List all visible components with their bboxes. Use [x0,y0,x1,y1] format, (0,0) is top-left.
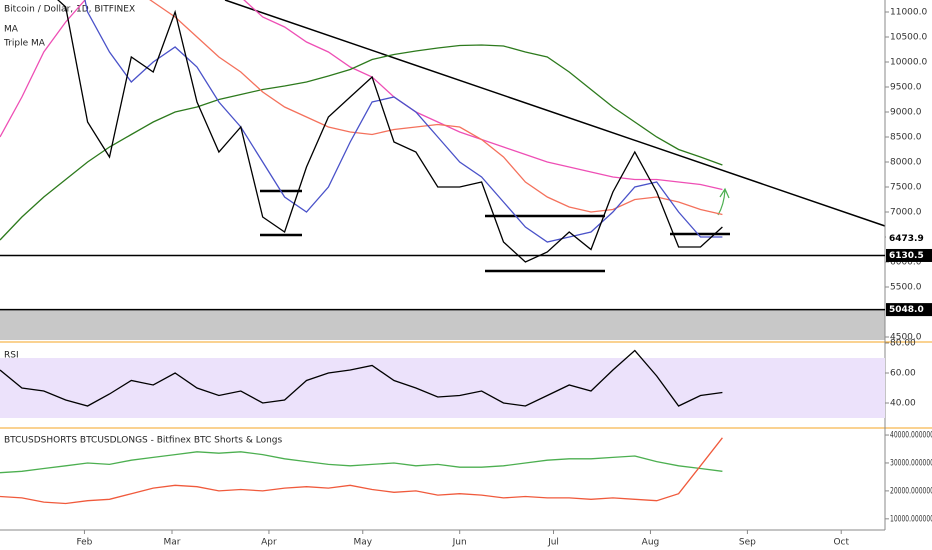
series-line [0,451,723,474]
series-line [0,44,723,241]
y-tick-label: 4500.0 [890,333,922,343]
chart-title: Bitcoin / Dollar, 1D, BITFINEX [4,5,135,15]
series-line [149,0,723,216]
y-tick-label: 60.00 [890,369,916,379]
y-tick-label: 40000.000000 [890,431,932,441]
y-tick-label: 20000.000000 [890,486,932,496]
y-tick-label: 5500.0 [890,283,922,293]
y-tick-label: 9000.0 [890,108,922,118]
y-tick-label: 80.00 [890,339,916,349]
level-label: 6473.9 [889,234,924,244]
x-tick-label: Oct [833,538,849,548]
y-tick-label: 7000.0 [890,208,922,218]
band [0,358,885,418]
y-tick-label: 11000.0 [890,8,927,18]
panel-title: RSI [4,351,19,361]
arrow [717,187,730,216]
y-tick-label: 7500.0 [890,183,922,193]
y-tick-label: 9500.0 [890,83,922,93]
series-line [84,0,723,243]
indicator-label: Triple MA [3,39,46,49]
level-box [886,248,932,262]
x-tick-label: Feb [76,538,92,548]
x-tick-label: Jun [452,538,467,548]
level-label: 6130.5 [889,251,924,261]
level-box [886,231,932,245]
series-line [0,437,723,505]
indicator-label: MA [4,25,19,35]
y-tick-label: 10000.0 [890,58,927,68]
x-tick-label: Apr [261,538,277,548]
y-tick-label: 10500.0 [890,33,927,43]
x-tick-label: Mar [164,538,181,548]
y-tick-label: 8500.0 [890,133,922,143]
y-tick-label: 6000.0 [890,258,922,268]
x-tick-label: Sep [739,538,756,548]
trendline [224,0,886,227]
series-line [0,0,723,191]
y-tick-label: 30000.000000 [890,458,932,468]
y-tick-label: 10000.000000 [890,514,932,524]
shaded-zone [0,310,885,340]
level-label: 5048.0 [889,305,924,315]
series-line [0,349,723,407]
panel-title: BTCUSDSHORTS BTCUSDLONGS - Bitfinex BTC … [4,436,283,446]
x-tick-label: Jul [547,538,559,548]
series-line [57,0,723,263]
level-box [886,303,932,317]
y-tick-label: 40.00 [890,399,916,409]
x-tick-label: May [353,538,372,548]
y-tick-label: 8000.0 [890,158,922,168]
range-markers [260,189,730,273]
x-tick-label: Aug [642,538,660,548]
